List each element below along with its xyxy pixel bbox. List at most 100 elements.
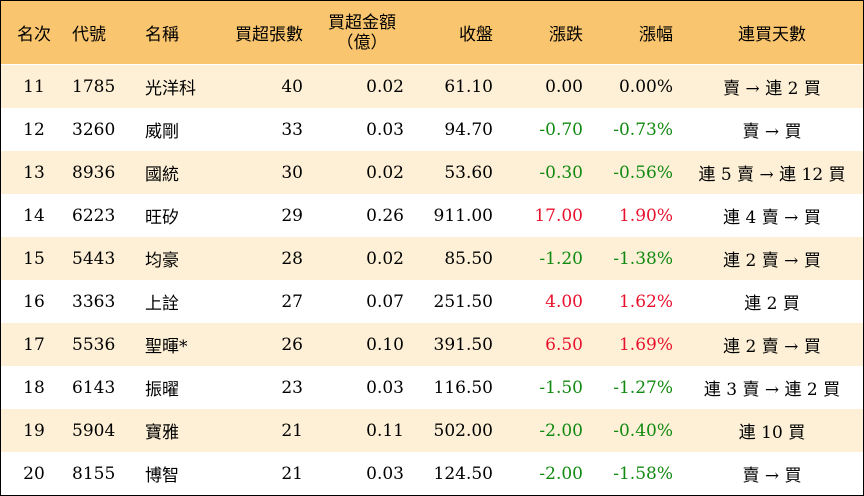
cell-change: -2.00 <box>539 463 583 484</box>
cell-name: 國統 <box>145 165 179 185</box>
cell-close: 116.50 <box>433 377 493 398</box>
cell-change-pct: -1.58% <box>613 463 673 484</box>
cell-buy-amount: 0.02 <box>366 162 404 183</box>
cell-change-pct: 1.69% <box>618 334 673 355</box>
table-row: 20 8155 博智 21 0.03 124.50 -2.00 -1.58% 賣 → 買 <box>1 452 863 495</box>
header-code: 代號 <box>72 25 106 45</box>
cell-consecutive-days: 連 2 賣 → 買 <box>723 337 821 357</box>
cell-change-pct: 0.00% <box>618 76 673 97</box>
table-header: 名次 代號 名稱 買超張數 買超金額 （億） 收盤 漲跌 漲幅 連買天數 <box>1 1 863 64</box>
cell-buy-amount: 0.03 <box>366 377 404 398</box>
cell-name: 旺矽 <box>145 208 179 228</box>
cell-consecutive-days: 連 5 賣 → 連 12 買 <box>698 165 846 185</box>
cell-code: 6143 <box>72 377 116 398</box>
cell-buy-amount: 0.02 <box>366 248 404 269</box>
cell-code: 3260 <box>72 119 116 140</box>
cell-consecutive-days: 連 2 賣 → 買 <box>723 251 821 271</box>
header-buy-lots: 買超張數 <box>235 25 303 45</box>
header-buy-amount: 買超金額 （億） <box>319 1 405 64</box>
cell-close: 391.50 <box>433 334 493 355</box>
cell-consecutive-days: 連 3 賣 → 連 2 買 <box>703 380 841 400</box>
table-row: 11 1785 光洋科 40 0.02 61.10 0.00 0.00% 賣 → 連 2 買 <box>1 65 863 108</box>
cell-rank: 13 <box>23 162 45 183</box>
header-name: 名稱 <box>145 25 179 45</box>
cell-buy-lots: 21 <box>281 463 303 484</box>
cell-rank: 12 <box>23 119 45 140</box>
cell-consecutive-days: 賣 → 買 <box>742 122 802 142</box>
cell-rank: 14 <box>23 205 45 226</box>
cell-close: 94.70 <box>444 119 493 140</box>
table-row: 17 5536 聖暉* 26 0.10 391.50 6.50 1.69% 連 2 賣 → 買 <box>1 323 863 366</box>
cell-buy-lots: 33 <box>281 119 303 140</box>
cell-change: -1.50 <box>539 377 583 398</box>
cell-name: 博智 <box>145 466 179 486</box>
cell-buy-lots: 30 <box>281 162 303 183</box>
cell-code: 3363 <box>72 291 116 312</box>
cell-buy-amount: 0.10 <box>366 334 404 355</box>
cell-buy-amount: 0.11 <box>366 420 404 441</box>
cell-name: 均豪 <box>145 251 179 271</box>
cell-close: 53.60 <box>444 162 493 183</box>
table-row: 15 5443 均豪 28 0.02 85.50 -1.20 -1.38% 連 2 賣 → 買 <box>1 237 863 280</box>
cell-rank: 15 <box>23 248 45 269</box>
cell-buy-amount: 0.03 <box>366 463 404 484</box>
header-change-pct: 漲幅 <box>639 25 673 45</box>
cell-name: 威剛 <box>145 122 179 142</box>
cell-buy-lots: 26 <box>281 334 303 355</box>
cell-change: -2.00 <box>539 420 583 441</box>
cell-name: 聖暉* <box>145 337 188 357</box>
table-row: 18 6143 振曜 23 0.03 116.50 -1.50 -1.27% 連 3 賣 → 連… <box>1 366 863 409</box>
cell-buy-amount: 0.03 <box>366 119 404 140</box>
cell-buy-amount: 0.26 <box>366 205 404 226</box>
cell-change-pct: -0.56% <box>613 162 673 183</box>
cell-change: 17.00 <box>534 205 583 226</box>
table-row: 19 5904 寶雅 21 0.11 502.00 -2.00 -0.40% 連 10 買 <box>1 409 863 452</box>
table-row: 16 3363 上詮 27 0.07 251.50 4.00 1.62% 連 2 買 <box>1 280 863 323</box>
cell-close: 61.10 <box>444 76 493 97</box>
header-change: 漲跌 <box>549 25 583 45</box>
cell-change: -1.20 <box>539 248 583 269</box>
cell-close: 911.00 <box>433 205 493 226</box>
cell-change: -0.30 <box>539 162 583 183</box>
cell-change-pct: -0.40% <box>613 420 673 441</box>
cell-buy-lots: 29 <box>281 205 303 226</box>
cell-buy-amount: 0.02 <box>366 76 404 97</box>
cell-code: 1785 <box>72 76 116 97</box>
cell-change: 6.50 <box>545 334 583 355</box>
cell-buy-lots: 28 <box>281 248 303 269</box>
cell-change: 4.00 <box>545 291 583 312</box>
cell-change-pct: -1.38% <box>613 248 673 269</box>
cell-consecutive-days: 賣 → 連 2 買 <box>723 79 821 99</box>
cell-rank: 11 <box>23 76 45 97</box>
cell-code: 8155 <box>72 463 116 484</box>
cell-rank: 17 <box>23 334 45 355</box>
cell-code: 5443 <box>72 248 116 269</box>
cell-code: 5904 <box>72 420 116 441</box>
table-row: 13 8936 國統 30 0.02 53.60 -0.30 -0.56% 連 5 賣 → 連 … <box>1 151 863 194</box>
cell-buy-lots: 27 <box>281 291 303 312</box>
cell-code: 6223 <box>72 205 116 226</box>
header-buy-amount-line1: 買超金額 <box>328 12 396 33</box>
cell-change: 0.00 <box>545 76 583 97</box>
cell-name: 寶雅 <box>145 423 179 443</box>
cell-change-pct: -0.73% <box>613 119 673 140</box>
cell-close: 251.50 <box>433 291 493 312</box>
cell-name: 上詮 <box>145 294 179 314</box>
cell-buy-amount: 0.07 <box>366 291 404 312</box>
cell-consecutive-days: 連 4 賣 → 買 <box>723 208 821 228</box>
cell-change-pct: 1.90% <box>618 205 673 226</box>
cell-change-pct: 1.62% <box>618 291 673 312</box>
cell-code: 8936 <box>72 162 116 183</box>
header-close: 收盤 <box>459 25 493 45</box>
table-row: 12 3260 威剛 33 0.03 94.70 -0.70 -0.73% 賣 → 買 <box>1 108 863 151</box>
cell-consecutive-days: 連 2 買 <box>744 294 800 314</box>
cell-close: 124.50 <box>433 463 493 484</box>
cell-change: -0.70 <box>539 119 583 140</box>
cell-close: 502.00 <box>433 420 493 441</box>
cell-rank: 18 <box>23 377 45 398</box>
header-rank: 名次 <box>17 25 51 45</box>
cell-buy-lots: 40 <box>281 76 303 97</box>
cell-buy-lots: 23 <box>281 377 303 398</box>
cell-rank: 19 <box>23 420 45 441</box>
